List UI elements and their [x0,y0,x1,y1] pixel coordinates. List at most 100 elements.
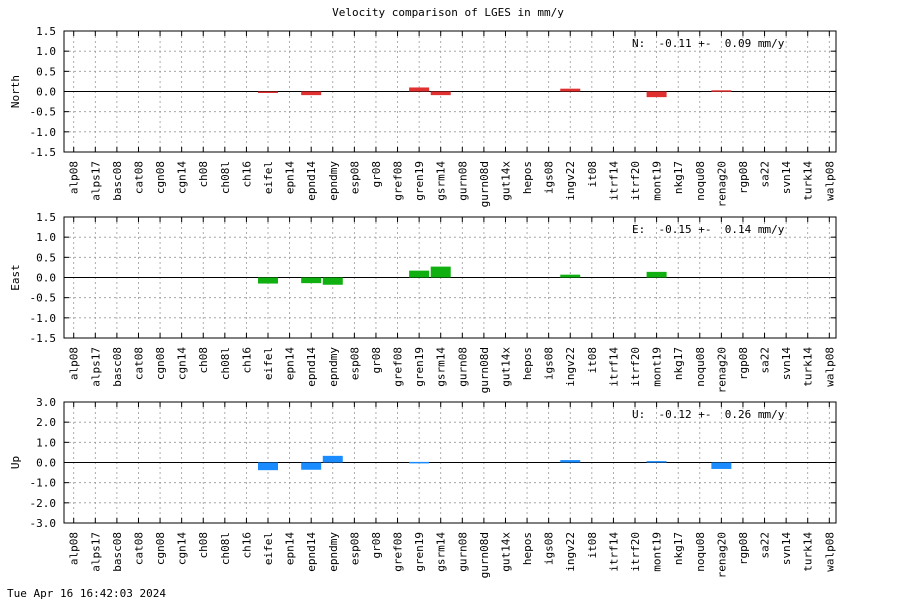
bar-eifel [258,277,279,284]
bar-ingv22 [560,88,581,92]
y-axis-label: East [9,264,22,291]
x-tick-label: mont19 [651,161,664,201]
panel-east: 1.5 1.0 0.5 0.0 -0.5 -1.0 -1.5 alp08 alps17 basc0… [9,211,837,393]
x-tick-label: cgn14 [176,532,189,565]
y-axis-label: North [9,75,22,108]
y-tick-label: 0.0 [36,272,56,285]
bar-gsrm14 [430,266,451,278]
bar-ingv22 [560,274,581,278]
x-tick-label: gut14x [499,161,512,201]
x-tick-label: hepos [521,161,534,194]
x-tick-label: ingv22 [564,161,577,201]
x-tick-label: cgn08 [154,532,167,565]
y-tick-label: 1.5 [36,25,56,38]
y-tick-label: -1.0 [30,126,57,139]
x-tick-label: nkg17 [672,532,685,565]
x-tick-label: gref08 [392,532,405,572]
x-tick-label: eifel [262,347,275,380]
x-tick-label: renag20 [715,347,728,393]
x-tick-label: walp08 [823,347,836,387]
x-tick-label: gren19 [413,161,426,201]
x-tick-label: ch08l [219,347,232,380]
y-tick-label: 1.0 [36,231,56,244]
x-tick-label: turk14 [802,161,815,201]
bar-mont19 [646,461,667,463]
x-tick-label: cgn08 [154,161,167,194]
x-tick-label: gurn08d [478,532,491,578]
x-tick-label: sa22 [759,161,772,188]
x-tick-label: epn14 [284,532,297,565]
x-tick-label: alps17 [89,347,102,387]
y-tick-label: -3.0 [30,517,57,530]
x-tick-label: turk14 [802,347,815,387]
y-tick-label: 0.5 [36,65,56,78]
x-tick-label: ingv22 [564,532,577,572]
bar-epndmy [322,455,343,463]
x-tick-label: gurn08d [478,347,491,393]
x-tick-label: epndmy [327,161,340,201]
y-tick-label: 0.0 [36,457,56,470]
bar-eifel [258,91,279,93]
y-tick-label: -1.0 [30,477,57,490]
bar-gren19 [409,270,430,278]
bar-renag20 [711,90,732,92]
x-tick-label: renag20 [715,532,728,578]
x-tick-label: walp08 [823,532,836,572]
x-tick-label: gr08 [370,532,383,559]
x-tick-label: mont19 [651,532,664,572]
x-tick-label: noqu08 [694,532,707,572]
x-tick-label: renag20 [715,161,728,207]
bar-gren19 [409,461,430,464]
x-tick-label: basc08 [111,347,124,387]
x-tick-label: gurn08 [456,532,469,572]
x-tick-label: igs08 [543,532,556,565]
x-tick-label: cat08 [132,161,145,194]
y-tick-label: -1.0 [30,312,57,325]
bar-gren19 [409,87,430,92]
x-tick-label: itrf20 [629,532,642,572]
x-tick-label: it08 [586,347,599,374]
y-tick-label: -2.0 [30,497,57,510]
x-tick-label: gref08 [392,161,405,201]
x-tick-label: epn14 [284,161,297,194]
x-tick-label: epndmy [327,347,340,387]
x-tick-label: alps17 [89,532,102,572]
x-tick-label: epn14 [284,347,297,380]
x-tick-label: gurn08d [478,161,491,207]
x-tick-label: ingv22 [564,347,577,387]
x-tick-label: esp08 [348,347,361,380]
x-tick-label: eifel [262,532,275,565]
bar-epnd14 [301,91,322,96]
bar-gsrm14 [430,91,451,96]
panel-north: 1.5 1.0 0.5 0.0 -0.5 -1.0 -1.5 alp08 alps17 basc0… [9,25,837,207]
x-tick-label: itrf20 [629,161,642,201]
x-tick-label: gut14x [499,532,512,572]
stat-annotation: U: -0.12 +- 0.26 mm/y [632,408,785,421]
x-tick-label: turk14 [802,532,815,572]
stat-annotation: N: -0.11 +- 0.09 mm/y [632,37,785,50]
x-tick-label: alp08 [68,347,81,380]
x-tick-label: rgp08 [737,347,750,380]
x-tick-label: gr08 [370,161,383,188]
bar-mont19 [646,91,667,98]
bar-mont19 [646,271,667,278]
x-tick-label: ch16 [240,347,253,374]
panel-up: 3.0 2.0 1.0 0.0 -1.0 -2.0 -3.0 alp08 alps17 basc0… [9,396,837,578]
x-tick-label: hepos [521,532,534,565]
bar-renag20 [711,462,732,469]
x-tick-label: gsrm14 [435,347,448,387]
bar-epnd14 [301,277,322,284]
y-tick-label: -1.5 [30,332,57,345]
x-tick-label: gr08 [370,347,383,374]
x-tick-label: rgp08 [737,161,750,194]
y-tick-label: 0.5 [36,251,56,264]
x-tick-label: it08 [586,532,599,559]
x-tick-label: itrf20 [629,347,642,387]
x-tick-label: ch08l [219,532,232,565]
x-tick-label: alp08 [68,161,81,194]
x-tick-label: gut14x [499,347,512,387]
x-tick-label: noqu08 [694,161,707,201]
x-tick-label: ch08l [219,161,232,194]
chart-title: Velocity comparison of LGES in mm/y [332,6,564,19]
